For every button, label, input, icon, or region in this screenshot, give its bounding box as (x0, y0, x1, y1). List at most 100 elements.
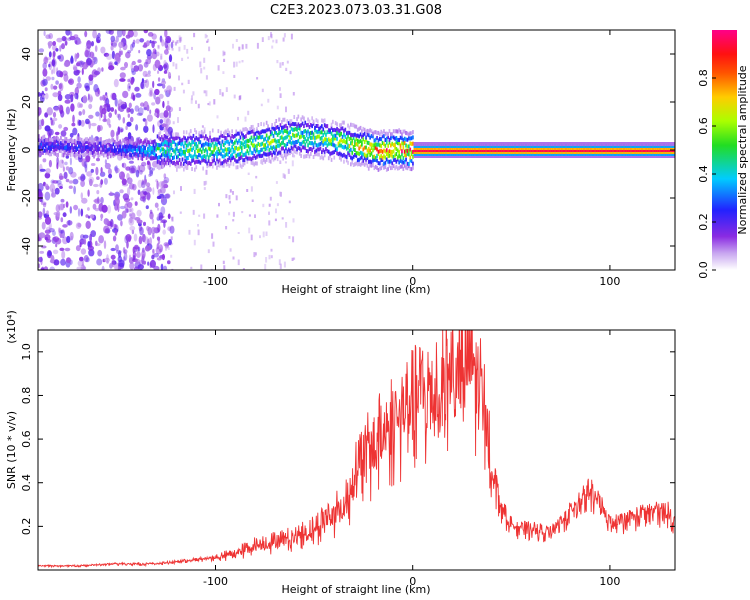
spectrogram-ridge-cell (351, 150, 354, 155)
spectrogram-ridge-cell (310, 131, 312, 135)
spectrogram-ridge-cell (290, 141, 293, 146)
spectrogram-noise-cell (157, 223, 161, 233)
spectrogram-ridge-cell (79, 153, 82, 158)
spectrogram-noise-cell (105, 30, 112, 34)
spectrogram-ridge-cell (261, 147, 264, 152)
spectrogram-ridge-cell (282, 125, 284, 130)
spectrogram-ridge-cell (362, 158, 365, 163)
spectrogram-ridge-cell (595, 142, 598, 146)
spectrogram-ridge-cell (138, 150, 141, 154)
spectrogram-ridge-cell (395, 152, 398, 156)
spectrogram-ridge-cell (188, 148, 191, 153)
spectrogram-ridge-cell (177, 134, 180, 139)
spectrogram-ridge-cell (162, 137, 164, 142)
spectrogram-ridge-cell (401, 141, 403, 146)
spectrogram-ridge-cell (370, 163, 373, 168)
spectrogram-ridge-cell (119, 148, 122, 153)
spectrogram-ridge-cell (367, 133, 370, 138)
spectrogram-ridge-cell (362, 147, 365, 152)
spectrogram-noise-cell (118, 172, 122, 177)
spectrogram-ridge-cell (214, 141, 217, 146)
spectrogram-ridge-cell (156, 164, 159, 169)
spectrogram-noise-cell (154, 88, 160, 96)
spectrogram-noise-cell (80, 248, 87, 255)
spectrogram-ridge-cell (58, 148, 61, 153)
spectrogram-ridge-cell (340, 126, 342, 131)
spectrogram-ridge-cell (572, 142, 574, 146)
spectrogram-ridge-cell (245, 139, 247, 144)
spectrogram-faint-cell (282, 37, 285, 42)
spectrogram-ridge-cell (396, 166, 399, 171)
spectrogram-ridge-cell (256, 135, 258, 140)
spectrogram-faint-cell (287, 168, 290, 174)
spectrogram-faint-cell (261, 88, 264, 93)
spectrogram-ridge-cell (122, 152, 124, 157)
spectrogram-faint-cell (217, 65, 220, 71)
spectrogram-ridge-cell (336, 136, 338, 141)
spectrogram-noise-cell (82, 95, 88, 104)
spectrogram-ridge-cell (369, 142, 371, 147)
spectrogram-ridge-cell (207, 146, 210, 151)
spectrogram-ridge-cell (257, 123, 260, 127)
spectrogram-ridge-cell (412, 135, 414, 140)
spectrogram-faint-cell (232, 43, 234, 49)
spectrogram-ridge-cell (232, 147, 235, 152)
spectrogram-noise-cell (110, 35, 116, 42)
spectrogram-ridge-cell (278, 150, 280, 155)
spectrogram-faint-cell (283, 174, 286, 179)
spectrogram-ridge-cell (220, 152, 222, 157)
spectrogram-ridge-cell (166, 134, 169, 139)
spectrogram-ridge-cell (390, 159, 392, 164)
spectrogram-ridge-cell (112, 142, 115, 147)
spectrogram-ridge-cell (336, 147, 338, 152)
spectrogram-noise-cell (63, 73, 69, 82)
spectrogram-ridge-cell (642, 142, 645, 146)
spectrogram-ridge-cell (231, 152, 233, 157)
spectrogram-noise-cell (116, 249, 122, 255)
spectrogram-ridge-cell (271, 139, 273, 144)
spectrogram-ridge-cell (279, 135, 282, 140)
spectrogram-ridge-cell (282, 140, 284, 145)
spectrogram-ridge-cell (365, 129, 367, 134)
snr-ylabel: SNR (10 * v/v) (5, 411, 18, 489)
spectrogram-ridge-cell (62, 139, 65, 144)
spectrogram-noise-cell (80, 264, 86, 270)
spectrogram-ridge-cell (332, 128, 334, 133)
spectrogram-noise-cell (38, 263, 41, 269)
spectrogram-ridge-cell (312, 142, 315, 147)
spectrogram-ridge-cell (307, 137, 309, 141)
spectrogram-ridge-cell (388, 163, 391, 168)
spectrogram-ridge-cell (552, 142, 555, 146)
spectrogram-faint-cell (190, 98, 193, 104)
spectrogram-ridge-cell (272, 138, 275, 143)
spectrogram-noise-cell (94, 198, 101, 205)
spectrogram-ridge-cell (125, 149, 127, 154)
spectrogram-ridge-cell (539, 142, 541, 146)
spectrogram-ridge-cell (39, 144, 42, 149)
spectrogram-ridge-cell (224, 158, 227, 163)
spectrogram-ridge-cell (246, 156, 249, 161)
spectrogram-ridge-cell (319, 125, 322, 130)
spectrogram-ridge-cell (439, 142, 442, 146)
spectrogram-ridge-cell (65, 147, 68, 152)
spectrogram-ridge-cell (240, 155, 243, 160)
spectrogram-ridge-cell (39, 151, 42, 156)
spectrogram-ridge-cell (260, 159, 262, 164)
spectrogram-ridge-cell (363, 140, 366, 144)
spectrogram-ridge-cell (341, 139, 344, 144)
spectrogram-ridge-cell (409, 147, 412, 152)
spectrogram-ridge-cell (239, 140, 242, 145)
spectrogram-ridge-cell (296, 140, 298, 144)
spectrogram-ridge-cell (402, 145, 405, 150)
spectrogram-noise-cell (105, 97, 110, 106)
spectrogram-ridge-cell (304, 137, 307, 142)
spectrogram-ridge-cell (134, 141, 137, 146)
spectrogram-ridge-cell (322, 156, 325, 161)
spectrogram-ridge-cell (196, 159, 199, 164)
spectrogram-ridge-cell (514, 142, 516, 146)
spectrogram-ridge-cell (300, 153, 302, 158)
spectrogram-noise-cell (114, 165, 119, 174)
spectrogram-ridge-cell (238, 152, 240, 157)
spectrogram-ridge-cell (308, 154, 311, 159)
spectrogram-ridge-cell (336, 122, 338, 127)
